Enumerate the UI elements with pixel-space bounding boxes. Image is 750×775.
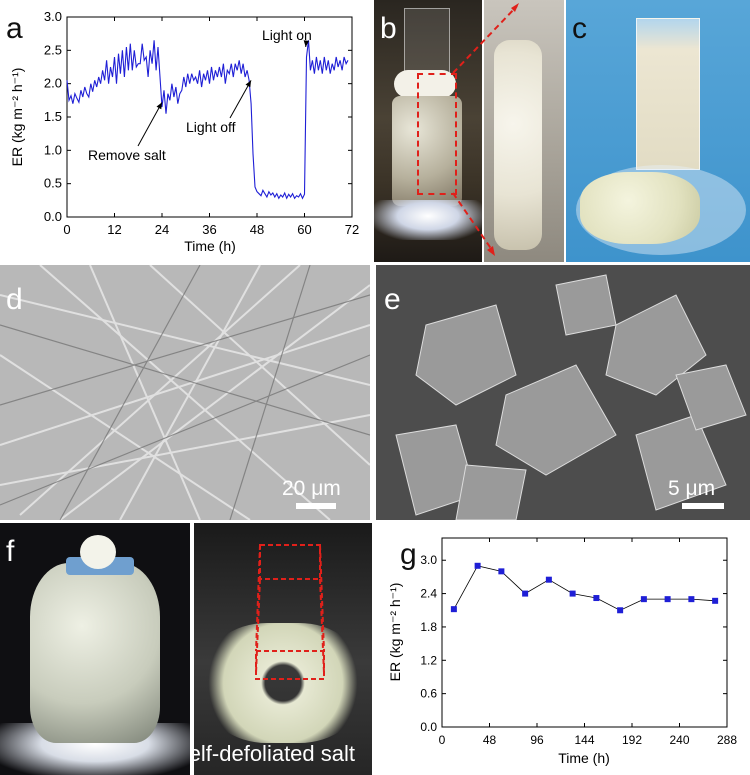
chart-a-ylabel: ER (kg m⁻² h⁻¹) <box>9 68 25 167</box>
chart-g-point <box>474 562 481 569</box>
x-tick-label: 0 <box>439 733 446 747</box>
y-tick-label: 3.0 <box>44 9 62 24</box>
evaporator-outline <box>255 544 325 680</box>
chart-g-point <box>545 576 552 583</box>
chart-a-annotation-arrowhead <box>245 80 252 88</box>
chart-a-annotation-arrow <box>229 80 252 119</box>
x-tick-label: 60 <box>297 222 311 237</box>
photo-b-evaporator: b <box>374 0 482 262</box>
zoom-arrow-top <box>452 5 518 74</box>
chart-g-point <box>522 590 529 597</box>
panel-label-a: a <box>6 12 23 45</box>
chart-a-annotation-label: Remove salt <box>88 147 166 163</box>
y-tick-label: 1.5 <box>44 109 62 124</box>
y-tick-label: 0.0 <box>420 720 437 734</box>
panel-label-g: g <box>400 538 417 571</box>
panel-label-f: f <box>6 535 15 568</box>
light-base <box>374 200 482 240</box>
y-tick-label: 0.6 <box>420 687 437 701</box>
salt-pile <box>580 172 700 244</box>
chart-g-point <box>498 568 505 575</box>
scale-bar-d-label: 20 μm <box>282 477 341 500</box>
panel-label-d: d <box>6 283 23 316</box>
chart-a-annotation-label: Light off <box>186 119 236 135</box>
zoom-region-box <box>417 73 457 195</box>
photo-c-salt-removed: c <box>566 0 750 262</box>
x-tick-label: 36 <box>202 222 216 237</box>
x-tick-label: 144 <box>574 733 594 747</box>
fiber-network <box>0 265 370 520</box>
zoom-arrows <box>452 3 519 256</box>
x-tick-label: 48 <box>250 222 264 237</box>
x-tick-label: 96 <box>530 733 544 747</box>
scale-bar-d <box>296 503 336 509</box>
y-tick-label: 2.0 <box>44 76 62 91</box>
panel-label-b: b <box>380 12 397 45</box>
scale-bar-e-label: 5 μm <box>668 477 716 500</box>
x-tick-label: 24 <box>155 222 169 237</box>
chart-a-annotation-arrowhead <box>303 40 310 47</box>
panel-label-e: e <box>384 283 401 316</box>
caption-f: Self-defoliated salt <box>194 741 355 766</box>
chart-g-point <box>593 595 600 602</box>
chart-g-xlabel: Time (h) <box>558 750 610 766</box>
chart-g-ylabel: ER (kg m⁻² h⁻¹) <box>387 583 403 682</box>
chart-a-annotation-arrowhead <box>156 102 162 110</box>
y-tick-label: 0.0 <box>44 209 62 224</box>
chart-g-point <box>640 596 647 603</box>
chart-a-xlabel: Time (h) <box>184 238 236 254</box>
chart-a-series-line <box>66 40 349 200</box>
zoom-arrow-top-head <box>511 3 519 12</box>
sem-image-d-fibers: 20 μm d <box>0 265 370 520</box>
x-tick-label: 192 <box>622 733 642 747</box>
x-tick-label: 288 <box>717 733 737 747</box>
photo-f-salt-column: f <box>0 523 190 775</box>
chart-g-point <box>688 596 695 603</box>
salt-ring <box>204 623 362 743</box>
panel-label-c: c <box>572 12 587 45</box>
y-tick-label: 2.4 <box>420 587 437 601</box>
scale-bar-e <box>682 503 724 509</box>
chart-a-annotation-arrow <box>137 102 163 147</box>
zoom-arrow-bottom <box>452 192 493 251</box>
chart-a-annotation-label: Light on <box>262 27 312 43</box>
photo-f-defoliated: Self-defoliated salt <box>194 523 372 775</box>
y-tick-label: 1.2 <box>420 653 437 667</box>
x-tick-label: 12 <box>107 222 121 237</box>
chart-g-point <box>664 596 671 603</box>
chart-g-point <box>450 606 457 613</box>
evaporator-column <box>636 18 700 170</box>
x-tick-label: 240 <box>669 733 689 747</box>
salt-crust-side <box>392 96 462 206</box>
y-tick-label: 1.8 <box>420 620 437 634</box>
chart-g-point <box>712 597 719 604</box>
x-tick-label: 72 <box>345 222 359 237</box>
salt-top-lump <box>80 535 116 569</box>
chart-g-point <box>569 590 576 597</box>
salt-flakes <box>395 274 747 520</box>
chart-g-frame <box>441 537 728 728</box>
chart-g: 0.0 0.6 1.2 1.8 2.4 3.0 0 48 96 144 192 240 288 Tim… <box>387 537 737 766</box>
salt-crystals-closeup <box>494 40 542 250</box>
chart-g-point <box>617 607 624 614</box>
y-tick-label: 1.0 <box>44 142 62 157</box>
photo-b-zoom <box>484 0 564 262</box>
x-tick-label: 48 <box>483 733 497 747</box>
chart-a: 0.0 0.5 1.0 1.5 2.0 2.5 3.0 0 12 24 36 48 60 72 Remo… <box>9 9 359 254</box>
y-tick-label: 2.5 <box>44 42 62 57</box>
y-tick-label: 0.5 <box>44 176 62 191</box>
y-tick-label: 3.0 <box>420 553 437 567</box>
x-tick-label: 0 <box>63 222 70 237</box>
salt-column <box>30 563 160 743</box>
sem-image-e-flakes: 5 μm e <box>376 265 750 520</box>
zoom-arrow-bottom-head <box>487 246 495 256</box>
chart-g-series-line <box>453 565 716 611</box>
